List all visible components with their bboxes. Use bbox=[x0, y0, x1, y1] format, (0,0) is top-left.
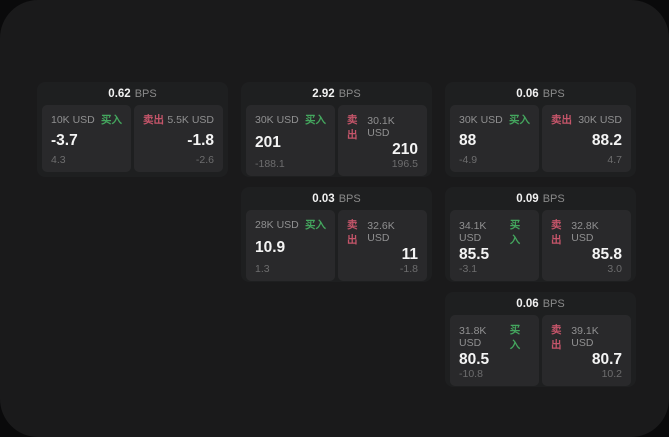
spread-unit-label: BPS bbox=[542, 87, 565, 100]
buy-price: 10.9 bbox=[255, 238, 286, 256]
buy-price: -3.7 bbox=[51, 131, 78, 149]
sell-notional: 5.5K USD bbox=[167, 113, 214, 126]
sell-label: 卖出 bbox=[551, 219, 562, 246]
sell-label: 卖出 bbox=[347, 219, 358, 246]
spread-value: 0.06 bbox=[516, 297, 539, 310]
sell-panel[interactable]: 卖出 32.6K USD 11 -1.8 bbox=[338, 210, 427, 281]
sell-panel[interactable]: 卖出 32.8K USD 85.8 3.0 bbox=[542, 210, 631, 281]
buy-panel[interactable]: 28K USD 买入 10.9 1.3 bbox=[246, 210, 335, 281]
buy-change: 1.3 bbox=[255, 262, 270, 275]
sell-notional: 39.1K USD bbox=[571, 325, 599, 349]
sell-price: 11 bbox=[401, 246, 418, 263]
sell-change: -2.6 bbox=[195, 154, 214, 166]
sell-label: 卖出 bbox=[551, 324, 562, 351]
sell-price: 80.7 bbox=[591, 351, 622, 368]
buy-label: 买入 bbox=[509, 324, 521, 351]
sell-notional: 30K USD bbox=[578, 113, 622, 126]
buy-panel[interactable]: 30K USD 买入 88 -4.9 bbox=[450, 105, 539, 172]
quote-card: 2.92 BPS 30K USD 买入 201 -188.1 卖出 30.1K … bbox=[241, 82, 432, 177]
spread-header: 0.09 BPS bbox=[445, 187, 636, 210]
buy-label: 买入 bbox=[305, 219, 326, 231]
buy-price: 201 bbox=[255, 133, 281, 151]
sell-price: 210 bbox=[392, 141, 418, 158]
buy-price: 80.5 bbox=[459, 351, 490, 368]
sell-price: 88.2 bbox=[591, 131, 622, 149]
sell-notional: 32.8K USD bbox=[571, 220, 599, 244]
buy-price: 88 bbox=[459, 131, 477, 149]
sell-change: 10.2 bbox=[601, 367, 622, 380]
quote-card: 0.62 BPS 10K USD 买入 -3.7 4.3 卖出 5.5K USD… bbox=[37, 82, 228, 177]
buy-notional: 28K USD bbox=[255, 218, 299, 231]
quote-card: 0.03 BPS 28K USD 买入 10.9 1.3 卖出 32.6K US… bbox=[241, 187, 432, 282]
sell-panel[interactable]: 卖出 39.1K USD 80.7 10.2 bbox=[542, 315, 631, 386]
sell-label: 卖出 bbox=[347, 114, 358, 141]
sell-notional: 32.6K USD bbox=[367, 220, 395, 244]
buy-notional: 34.1K USD bbox=[459, 220, 487, 244]
spread-unit-label: BPS bbox=[542, 192, 565, 205]
buy-change: -10.8 bbox=[459, 367, 483, 380]
spread-header: 0.06 BPS bbox=[445, 292, 636, 315]
buy-change: -188.1 bbox=[255, 157, 285, 170]
sell-change: -1.8 bbox=[399, 262, 418, 275]
buy-panel[interactable]: 30K USD 买入 201 -188.1 bbox=[246, 105, 335, 176]
spread-value: 0.03 bbox=[312, 192, 335, 205]
quote-card: 0.06 BPS 31.8K USD 买入 80.5 -10.8 卖出 39.1… bbox=[445, 292, 636, 387]
spread-unit-label: BPS bbox=[338, 192, 361, 205]
spread-header: 0.06 BPS bbox=[445, 82, 636, 105]
spread-header: 2.92 BPS bbox=[241, 82, 432, 105]
spread-unit-label: BPS bbox=[542, 297, 565, 310]
spread-value: 0.09 bbox=[516, 192, 539, 205]
buy-change: -3.1 bbox=[459, 262, 478, 275]
spread-value: 2.92 bbox=[312, 87, 335, 100]
quote-card: 0.06 BPS 30K USD 买入 88 -4.9 卖出 30K USD 8… bbox=[445, 82, 636, 177]
sell-price: 85.8 bbox=[591, 246, 622, 263]
buy-notional: 30K USD bbox=[459, 113, 503, 126]
sell-notional: 30.1K USD bbox=[367, 115, 395, 139]
spread-header: 0.62 BPS bbox=[37, 82, 228, 105]
buy-panel[interactable]: 31.8K USD 买入 80.5 -10.8 bbox=[450, 315, 539, 386]
buy-panel[interactable]: 10K USD 买入 -3.7 4.3 bbox=[42, 105, 131, 172]
quote-card: 0.09 BPS 34.1K USD 买入 85.5 -3.1 卖出 32.8K… bbox=[445, 187, 636, 282]
sell-change: 3.0 bbox=[607, 262, 622, 275]
sell-change: 196.5 bbox=[391, 157, 418, 170]
spread-value: 0.62 bbox=[108, 87, 131, 100]
sell-panel[interactable]: 卖出 30K USD 88.2 4.7 bbox=[542, 105, 631, 172]
buy-label: 买入 bbox=[101, 114, 122, 126]
buy-change: -4.9 bbox=[459, 154, 478, 166]
sell-label: 卖出 bbox=[143, 114, 164, 126]
sell-price: -1.8 bbox=[187, 131, 214, 149]
spread-header: 0.03 BPS bbox=[241, 187, 432, 210]
buy-panel[interactable]: 34.1K USD 买入 85.5 -3.1 bbox=[450, 210, 539, 281]
buy-notional: 30K USD bbox=[255, 113, 299, 126]
sell-panel[interactable]: 卖出 30.1K USD 210 196.5 bbox=[338, 105, 427, 176]
sell-panel[interactable]: 卖出 5.5K USD -1.8 -2.6 bbox=[134, 105, 223, 172]
sell-label: 卖出 bbox=[551, 114, 572, 126]
buy-change: 4.3 bbox=[51, 154, 66, 166]
buy-price: 85.5 bbox=[459, 246, 490, 263]
buy-label: 买入 bbox=[305, 114, 326, 126]
spread-unit-label: BPS bbox=[338, 87, 361, 100]
sell-change: 4.7 bbox=[607, 154, 622, 166]
buy-label: 买入 bbox=[509, 114, 530, 126]
buy-label: 买入 bbox=[509, 219, 521, 246]
spread-value: 0.06 bbox=[516, 87, 539, 100]
buy-notional: 10K USD bbox=[51, 113, 95, 126]
spread-unit-label: BPS bbox=[134, 87, 157, 100]
buy-notional: 31.8K USD bbox=[459, 325, 487, 349]
